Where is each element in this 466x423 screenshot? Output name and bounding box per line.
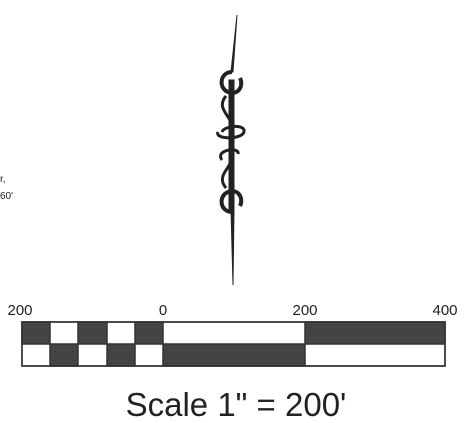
north-arrow bbox=[216, 14, 246, 286]
scale-label: 200 bbox=[292, 302, 317, 319]
scale-label: 400 bbox=[432, 302, 457, 319]
scale-title: Scale 1" = 200' bbox=[126, 386, 347, 423]
scale-label: 0 bbox=[159, 302, 167, 319]
scale-label: 200 bbox=[7, 302, 32, 319]
scale-bar bbox=[21, 321, 446, 367]
text-fragment: 60' bbox=[0, 191, 13, 202]
text-fragment: r, bbox=[0, 174, 6, 185]
